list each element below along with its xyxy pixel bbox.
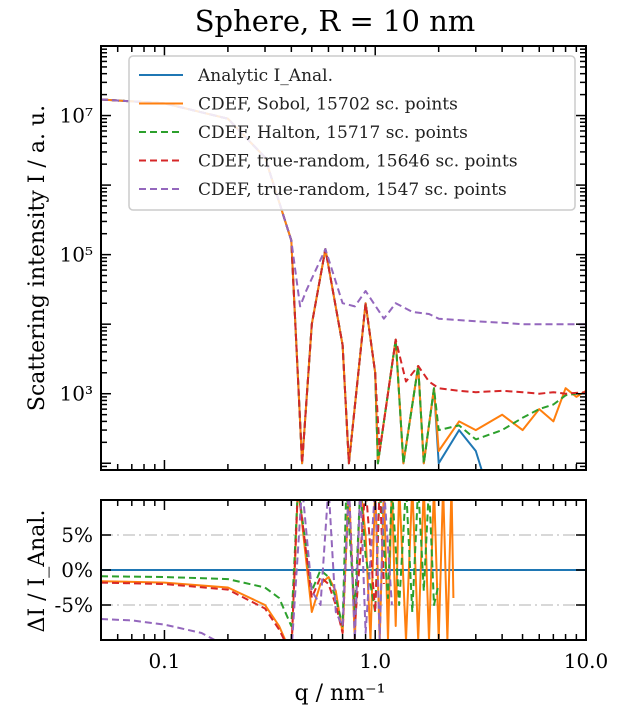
legend-box <box>128 55 576 211</box>
top-series-group <box>101 98 586 470</box>
legend-label-cdef-true-random-1547-sc-points: CDEF, true-random, 1547 sc. points <box>198 180 507 200</box>
top-y-tick-label: 10⁵ <box>60 243 93 267</box>
bottom-y-tick-label: -5% <box>55 593 94 617</box>
legend-label-cdef-halton-15717-sc-points: CDEF, Halton, 15717 sc. points <box>198 123 468 143</box>
top-y-tick-label: 10³ <box>60 382 93 406</box>
x-tick-label: 10.0 <box>564 649 609 673</box>
chart-title: Sphere, R = 10 nm <box>195 4 476 38</box>
legend-label-cdef-sobol-15702-sc-points: CDEF, Sobol, 15702 sc. points <box>198 95 458 115</box>
top-series-cdef-true-random-15646-sc-points <box>101 98 586 465</box>
legend-label-analytic-i-anal: Analytic I_Anal. <box>197 66 333 86</box>
bottom-y-axis-label: ΔI / I_Anal. <box>25 510 50 633</box>
top-ticks: 10³ 10⁵ 10⁷ <box>60 45 587 471</box>
bottom-ticks: 0.1 1.0 10.0 5% 0% -5% <box>55 500 609 673</box>
bottom-y-tick-label: 5% <box>61 523 93 547</box>
bottom-series-group <box>101 500 586 640</box>
bottom-series-halton <box>101 500 440 627</box>
bottom-series-true-random-1547 <box>101 500 393 640</box>
bottom-y-tick-label: 0% <box>61 558 93 582</box>
x-tick-label: 1.0 <box>359 649 391 673</box>
top-y-tick-label: 10⁷ <box>60 104 93 128</box>
x-tick-label: 0.1 <box>149 649 181 673</box>
top-y-axis-label: Scattering intensity I / a. u. <box>25 105 50 411</box>
bottom-series-true-random-15646 <box>101 500 385 640</box>
legend: Analytic I_Anal. CDEF, Sobol, 15702 sc. p… <box>128 55 576 211</box>
legend-label-cdef-true-random-15646-sc-points: CDEF, true-random, 15646 sc. points <box>198 152 518 172</box>
x-axis-label: q / nm⁻¹ <box>295 681 386 706</box>
